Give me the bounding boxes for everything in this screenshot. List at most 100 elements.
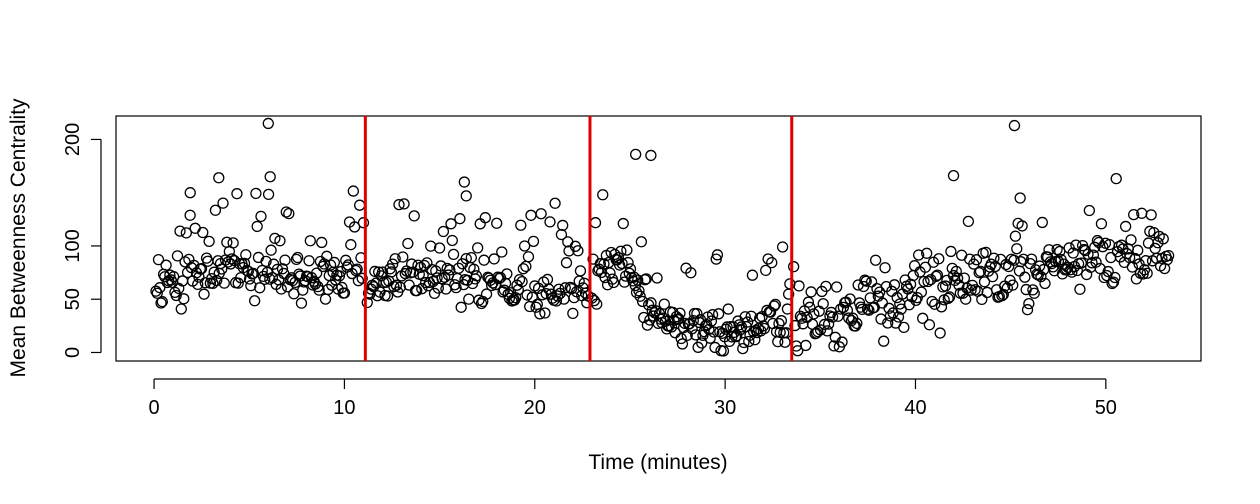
data-point — [197, 226, 209, 239]
data-point — [154, 282, 166, 294]
data-point — [491, 217, 503, 229]
data-point — [271, 263, 284, 276]
data-point — [441, 262, 453, 275]
data-point — [974, 265, 987, 278]
data-point — [864, 292, 876, 304]
data-point — [746, 269, 759, 281]
data-point — [888, 279, 901, 291]
data-point — [274, 235, 286, 247]
data-point — [632, 274, 644, 286]
data-point — [280, 206, 292, 218]
data-point — [171, 250, 184, 262]
data-point — [408, 210, 420, 222]
data-point — [856, 303, 868, 316]
plot-frame — [115, 115, 1202, 362]
data-point — [260, 255, 272, 267]
data-point — [1039, 277, 1051, 290]
data-point — [1097, 241, 1109, 253]
data-point — [686, 323, 698, 335]
data-point — [250, 187, 262, 200]
x-tick-label: 40 — [904, 397, 926, 419]
data-point — [1066, 266, 1078, 278]
data-point — [882, 317, 894, 329]
data-point — [517, 263, 530, 275]
data-point — [266, 271, 279, 284]
data-point — [357, 217, 370, 229]
data-point — [480, 288, 493, 300]
data-point — [544, 216, 556, 228]
data-point — [338, 287, 351, 299]
data-point — [861, 303, 874, 315]
data-point — [965, 284, 977, 296]
data-point — [313, 284, 325, 296]
data-point — [1110, 172, 1122, 185]
data-point — [1141, 267, 1153, 279]
data-point — [231, 188, 243, 200]
data-point — [433, 242, 446, 254]
data-point — [808, 308, 820, 320]
data-point — [598, 258, 610, 270]
data-point — [1157, 233, 1169, 245]
data-point — [227, 237, 239, 249]
data-point — [175, 303, 187, 315]
data-point — [741, 316, 754, 328]
data-point — [240, 249, 252, 261]
data-point — [1128, 208, 1140, 221]
y-tick-label: 100 — [62, 229, 84, 262]
data-point — [933, 253, 945, 265]
data-point — [403, 279, 415, 291]
data-point — [986, 270, 999, 283]
data-point — [525, 209, 537, 221]
data-point — [1009, 230, 1022, 242]
data-point — [1043, 244, 1055, 256]
data-point — [398, 198, 410, 210]
data-point — [447, 248, 460, 261]
data-point — [612, 252, 625, 264]
data-point — [474, 218, 486, 230]
data-point — [1107, 276, 1120, 288]
data-point — [1014, 192, 1026, 204]
data-point — [607, 276, 620, 289]
data-point — [935, 301, 948, 313]
data-point — [1093, 236, 1105, 249]
data-point — [1145, 209, 1157, 221]
data-point — [708, 326, 720, 338]
data-point — [470, 270, 483, 282]
data-point — [174, 225, 186, 237]
data-point — [892, 311, 905, 323]
data-point — [915, 286, 927, 298]
data-point — [922, 275, 934, 288]
data-point — [527, 235, 540, 248]
data-point — [841, 304, 854, 316]
data-point — [960, 293, 972, 305]
data-point — [674, 307, 686, 319]
data-point — [646, 304, 658, 316]
data-point — [1105, 251, 1117, 264]
data-point — [397, 251, 409, 263]
data-point — [1140, 255, 1152, 267]
data-point — [859, 274, 871, 286]
data-point — [463, 293, 475, 305]
data-point — [731, 330, 743, 342]
data-point — [621, 244, 633, 256]
data-point — [309, 278, 322, 290]
data-point — [251, 220, 263, 233]
data-point — [328, 256, 341, 269]
data-point — [989, 260, 1001, 273]
data-point — [188, 259, 200, 272]
data-point — [945, 245, 957, 258]
data-point — [787, 261, 800, 273]
data-point — [917, 312, 929, 324]
data-point — [831, 281, 843, 293]
data-point — [912, 249, 925, 261]
data-point — [265, 244, 277, 256]
data-point — [356, 272, 368, 284]
data-point — [930, 270, 942, 282]
data-point — [319, 293, 332, 305]
data-point — [498, 284, 510, 296]
y-axis-label: Mean Betweenness Centrality — [7, 98, 30, 377]
data-point — [549, 197, 561, 209]
data-point — [633, 285, 645, 297]
data-point — [432, 282, 444, 294]
